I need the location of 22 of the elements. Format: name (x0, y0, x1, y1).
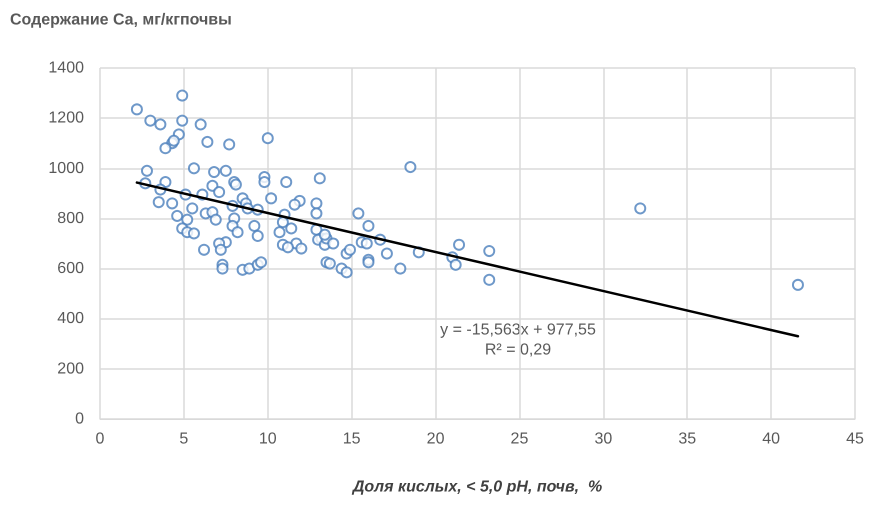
x-tick-label: 30 (594, 430, 612, 448)
y-axis-title: Содержание Ca, мг/кгпочвы (10, 12, 232, 28)
annotation: R² = 0,29 (484, 342, 552, 358)
x-axis-title: Доля кислых, < 5,0 pH, почв, % (350, 478, 602, 496)
y-tick-label: 600 (57, 260, 84, 278)
x-tick-label: 10 (258, 430, 277, 448)
y-tick-label: 1400 (48, 60, 84, 76)
x-tick-label: 0 (96, 430, 105, 448)
y-tick-label: 800 (57, 210, 84, 227)
x-tick-label: 25 (510, 430, 528, 448)
y-tick-label: 1000 (48, 160, 84, 177)
y-tick-label: 200 (57, 360, 84, 378)
x-tick-label: 35 (678, 430, 696, 448)
x-tick-label: 20 (426, 430, 445, 448)
y-tick-label: 400 (57, 310, 84, 328)
x-tick-label: 45 (846, 430, 864, 448)
annotation: y = -15,563x + 977,55 (440, 322, 596, 338)
x-tick-label: 40 (762, 430, 780, 448)
x-tick-label: 15 (342, 430, 361, 448)
y-tick-label: 0 (75, 410, 84, 428)
y-tick-label: 1200 (48, 110, 84, 127)
x-tick-label: 5 (179, 430, 188, 448)
